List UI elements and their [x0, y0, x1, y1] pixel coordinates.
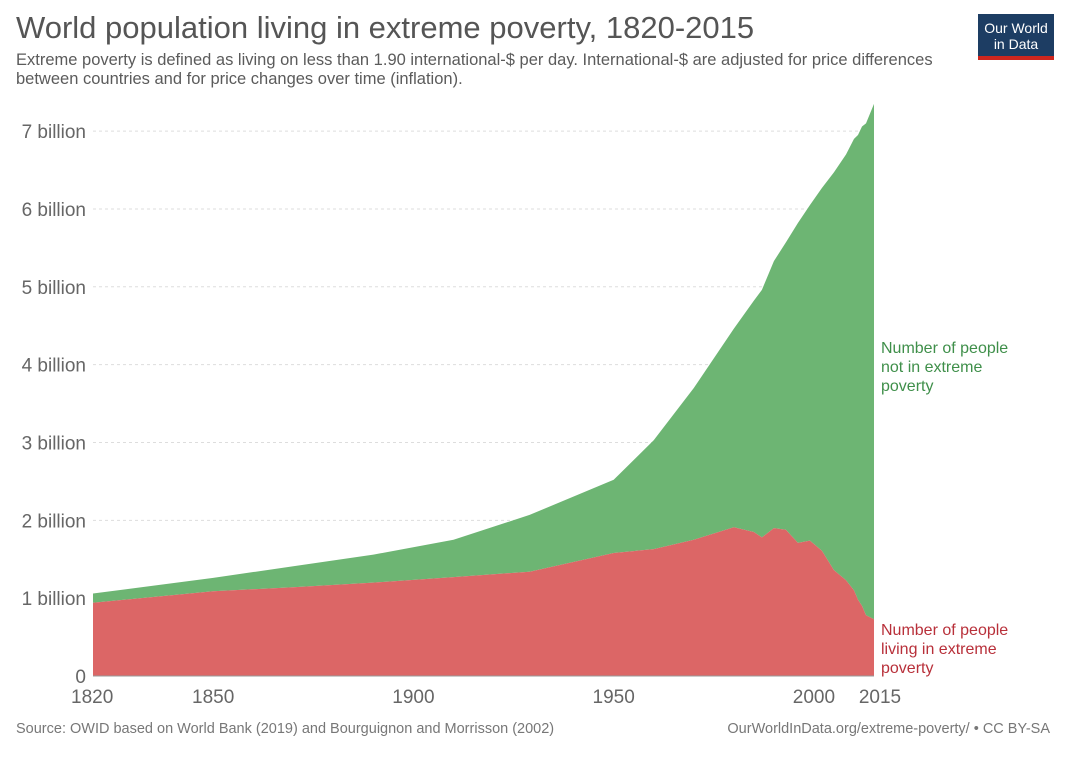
series-label-layer: Number of people not in extreme povertyNum…	[881, 340, 1008, 677]
area-not-in-extreme-poverty	[93, 103, 874, 620]
y-tick-label: 4 billion	[22, 356, 86, 377]
series-label-in-poverty-line: Number of people	[881, 622, 1008, 639]
series-label-not-in-poverty-line: Number of people	[881, 340, 1008, 357]
series-label-in-poverty-line: living in extreme	[881, 641, 997, 658]
series-label-in-poverty-line: poverty	[881, 660, 933, 677]
y-tick-label: 6 billion	[22, 200, 86, 221]
source-note: Source: OWID based on World Bank (2019) …	[16, 721, 555, 737]
chart-title: World population living in extreme pover…	[16, 10, 755, 45]
owid-logo[interactable]: Our World in Data	[978, 14, 1054, 60]
axis-layer: 0 1 billion 2 billion 3 billion 4 billion 5 b…	[22, 122, 902, 708]
y-tick-label: 2 billion	[22, 511, 86, 532]
y-tick-label: 0	[75, 667, 86, 688]
y-tick-label: 7 billion	[22, 122, 86, 143]
x-tick-label: 1950	[593, 687, 635, 708]
x-tick-label: 1900	[392, 687, 434, 708]
license-link[interactable]: OurWorldInData.org/extreme-poverty/ • CC…	[727, 721, 1050, 737]
y-tick-label: 3 billion	[22, 433, 86, 454]
y-tick-label: 5 billion	[22, 278, 86, 299]
x-tick-label: 1850	[192, 687, 234, 708]
series-label-not-in-poverty-line: not in extreme	[881, 359, 982, 376]
chart-subtitle: Extreme poverty is defined as living on …	[16, 51, 933, 88]
area-living-in-extreme-poverty	[93, 527, 874, 676]
series-label-not-in-poverty-line: poverty	[881, 378, 933, 395]
y-tick-label: 1 billion	[22, 589, 86, 610]
x-tick-label: 2000	[793, 687, 835, 708]
series-label-not-in-poverty: Number of people not in extreme poverty	[881, 340, 1008, 395]
logo-line-2: in Data	[993, 36, 1039, 52]
logo-line-1: Our World	[984, 20, 1048, 36]
x-tick-label: 1820	[71, 687, 113, 708]
series-label-in-poverty: Number of people living in extreme poverty	[881, 622, 1008, 677]
area-layer	[93, 103, 874, 676]
x-tick-label: 2015	[859, 687, 901, 708]
